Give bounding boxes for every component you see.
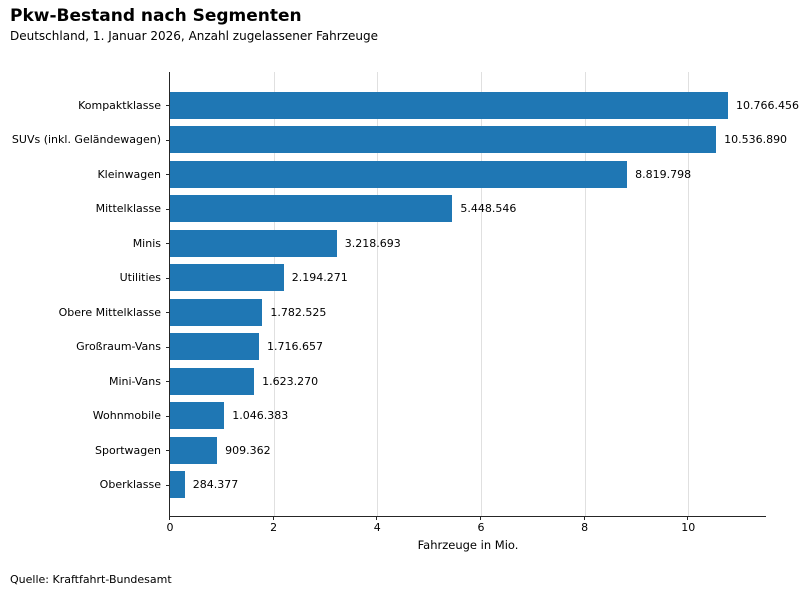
category-label: Sportwagen [95, 443, 161, 457]
y-tick-mark [166, 346, 170, 348]
value-label: 3.218.693 [344, 236, 401, 250]
x-axis-label: Fahrzeuge in Mio. [417, 538, 519, 552]
category-label: Mittelklasse [95, 202, 161, 215]
bar [170, 367, 255, 395]
bar [170, 126, 717, 153]
y-tick-mark [166, 312, 170, 313]
category-label: Kompaktklasse [78, 98, 161, 112]
value-label: 10.536.890 [724, 133, 788, 146]
bar [170, 333, 259, 360]
x-tick-mark [376, 516, 378, 520]
x-tick-mark [169, 516, 170, 520]
x-tick-label: 8 [581, 521, 589, 534]
y-tick-mark [166, 105, 170, 106]
x-tick-label: 6 [477, 521, 485, 534]
y-tick-mark [166, 277, 170, 279]
bar [170, 436, 218, 464]
bar [170, 264, 284, 291]
value-label: 1.046.383 [232, 409, 289, 422]
value-label: 909.362 [225, 443, 271, 457]
value-label: 2.194.271 [291, 271, 348, 284]
category-label: Obere Mittelklasse [58, 305, 161, 319]
bar [170, 298, 263, 326]
value-label: 5.448.546 [460, 202, 517, 215]
category-label: Kleinwagen [97, 167, 161, 181]
x-tick-label: 4 [373, 521, 381, 534]
category-label: Großraum-Vans [76, 340, 161, 353]
x-tick-mark [479, 516, 481, 520]
bar [170, 195, 453, 222]
y-tick-mark [166, 174, 170, 175]
x-tick-label: 0 [166, 521, 174, 534]
bar [170, 91, 728, 119]
chart-subtitle: Deutschland, 1. Januar 2026, Anzahl zuge… [10, 29, 378, 43]
chart-title: Pkw-Bestand nach Segmenten [10, 6, 302, 26]
bar [170, 402, 225, 429]
value-label: 1.623.270 [262, 374, 319, 388]
bar [170, 160, 628, 188]
value-label: 1.782.525 [270, 305, 327, 319]
x-tick-mark [583, 516, 585, 520]
value-label: 10.766.456 [735, 98, 799, 112]
x-tick-mark [687, 516, 689, 520]
value-label: 284.377 [192, 478, 239, 491]
category-label: Oberklasse [99, 478, 161, 491]
gridline [584, 72, 586, 516]
gridline [273, 72, 275, 516]
category-label: Mini-Vans [108, 374, 161, 388]
value-label: 1.716.657 [266, 340, 323, 353]
x-tick-label: 2 [270, 521, 278, 534]
plot-area: Fahrzeuge in Mio. Kompaktklasse 10.766.45… [12, 72, 799, 552]
x-tick-label: 10 [681, 521, 696, 534]
category-label: SUVs (inkl. Geländewagen) [11, 133, 161, 146]
category-label: Minis [132, 236, 161, 250]
gridline [688, 72, 690, 516]
x-tick-mark [272, 516, 274, 520]
category-label: Wohnmobile [92, 409, 161, 422]
y-tick-mark [166, 415, 170, 417]
gridline [480, 72, 482, 516]
bar [170, 229, 337, 257]
y-tick-mark [166, 381, 170, 382]
value-label: 8.819.798 [635, 167, 692, 181]
y-tick-mark [166, 139, 170, 141]
y-tick-mark [166, 484, 170, 486]
category-label: Utilities [119, 271, 161, 284]
gridline [377, 72, 379, 516]
y-tick-mark [166, 243, 170, 244]
y-tick-mark [166, 208, 170, 210]
source-note: Quelle: Kraftfahrt-Bundesamt [10, 573, 172, 586]
y-tick-mark [166, 450, 170, 451]
bar [170, 471, 185, 498]
